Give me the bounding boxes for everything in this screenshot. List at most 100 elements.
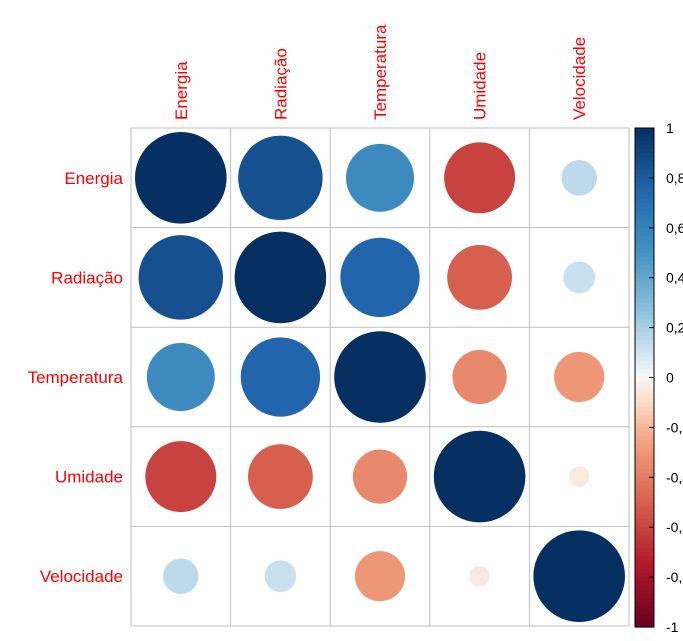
colorbar-segment <box>635 560 654 566</box>
correlation-circle <box>334 331 426 423</box>
correlation-circle <box>533 530 625 622</box>
correlation-circle <box>248 444 313 509</box>
colorbar-segment <box>635 323 654 329</box>
correlation-circle <box>452 349 507 405</box>
colorbar-segment <box>635 439 654 445</box>
colorbar-segment <box>635 523 654 528</box>
colorbar-segment <box>635 444 654 449</box>
colorbar-segment <box>635 589 654 595</box>
colorbar-segment <box>635 577 654 582</box>
correlation-circle <box>238 135 323 221</box>
colorbar-segment <box>635 186 654 191</box>
correlation-circle <box>568 466 590 487</box>
row-label: Energia <box>64 169 123 188</box>
correlation-circle <box>444 142 516 214</box>
colorbar-segment <box>635 406 654 412</box>
colorbar-segment <box>635 223 654 229</box>
colorbar-segment <box>635 348 654 354</box>
colorbar-segment <box>635 410 654 416</box>
colorbar-segment <box>635 547 654 553</box>
colorbar-tick-label: -1 <box>666 619 679 635</box>
correlation-circle <box>354 551 406 602</box>
colorbar-segment <box>635 535 654 541</box>
colorbar-segment <box>635 414 654 420</box>
colorbar-segment <box>635 161 654 167</box>
colorbar-segment <box>635 518 654 524</box>
row-label: Radiação <box>51 268 123 287</box>
colorbar-segment <box>635 202 654 208</box>
colorbar-segment <box>635 377 654 383</box>
colorbar-segment <box>635 481 654 487</box>
correlation-circle <box>138 235 224 320</box>
colorbar-segment <box>635 140 654 146</box>
colorbar-segment <box>635 506 654 512</box>
correlation-circle <box>346 143 414 212</box>
correlation-circle <box>146 343 215 411</box>
correlation-circle <box>234 231 327 324</box>
colorbar-segment <box>635 244 654 250</box>
colorbar-tick-label: 1 <box>666 120 674 136</box>
correlation-circle <box>561 160 597 196</box>
colorbar-segment <box>635 543 654 549</box>
correlation-circle <box>240 337 321 417</box>
colorbar-segment <box>635 256 654 262</box>
row-label: Velocidade <box>40 567 123 586</box>
colorbar-segment <box>635 389 654 395</box>
correlation-circle <box>554 351 605 403</box>
colorbar-segment <box>635 606 654 611</box>
colorbar-segment <box>635 468 654 474</box>
colorbar-tick-label: 0,8 <box>666 170 683 186</box>
column-label: Radiação <box>271 48 290 120</box>
colorbar-segment <box>635 622 654 628</box>
colorbar-segment <box>635 427 654 433</box>
correlation-circle <box>447 245 512 310</box>
colorbar-segment <box>635 356 654 362</box>
colorbar-segment <box>635 215 654 221</box>
colorbar-segment <box>635 327 654 333</box>
colorbar-segment <box>635 360 654 366</box>
colorbar-tick-label: 0,6 <box>666 220 683 236</box>
colorbar-segment <box>635 194 654 200</box>
colorbar-segment <box>635 252 654 258</box>
colorbar-segment <box>635 173 654 179</box>
colorbar-segment <box>635 144 654 150</box>
colorbar-segment <box>635 128 654 133</box>
colorbar-segment <box>635 335 654 341</box>
column-label: Temperatura <box>371 24 390 120</box>
colorbar-tick-label: -0,2 <box>666 419 683 435</box>
colorbar-segment <box>635 485 654 491</box>
colorbar-segment <box>635 286 654 291</box>
colorbar-segment <box>635 236 654 241</box>
colorbar-segment <box>635 502 654 508</box>
colorbar-segment <box>635 602 654 607</box>
colorbar-segment <box>635 402 654 408</box>
colorbar-segment <box>635 290 654 295</box>
colorbar-segment <box>635 165 654 171</box>
correlation-circle <box>563 261 596 294</box>
colorbar-segment <box>635 281 654 287</box>
colorbar-segment <box>635 273 654 279</box>
colorbar-segment <box>635 556 654 562</box>
colorbar-segment <box>635 219 654 225</box>
correlation-circle <box>469 565 490 587</box>
colorbar-segment <box>635 261 654 266</box>
colorbar-segment <box>635 277 654 283</box>
colorbar-segment <box>635 597 654 603</box>
colorbar-segment <box>635 477 654 483</box>
colorbar-tick-label: 0 <box>666 370 674 386</box>
colorbar-segment <box>635 198 654 204</box>
colorbar-tick-label: 0,4 <box>666 270 683 286</box>
colorbar-segment <box>635 302 654 308</box>
colorbar-segment <box>635 419 654 424</box>
colorbar-segment <box>635 539 654 545</box>
colorbar-segment <box>635 614 654 620</box>
colorbar-segment <box>635 306 654 312</box>
colorbar-segment <box>635 340 654 345</box>
colorbar-segment <box>635 369 654 374</box>
colorbar-segment <box>635 585 654 591</box>
colorbar-segment <box>635 431 654 437</box>
correlation-circle <box>352 449 408 504</box>
colorbar-segment <box>635 152 654 158</box>
colorbar-tick-label: 0,2 <box>666 320 683 336</box>
